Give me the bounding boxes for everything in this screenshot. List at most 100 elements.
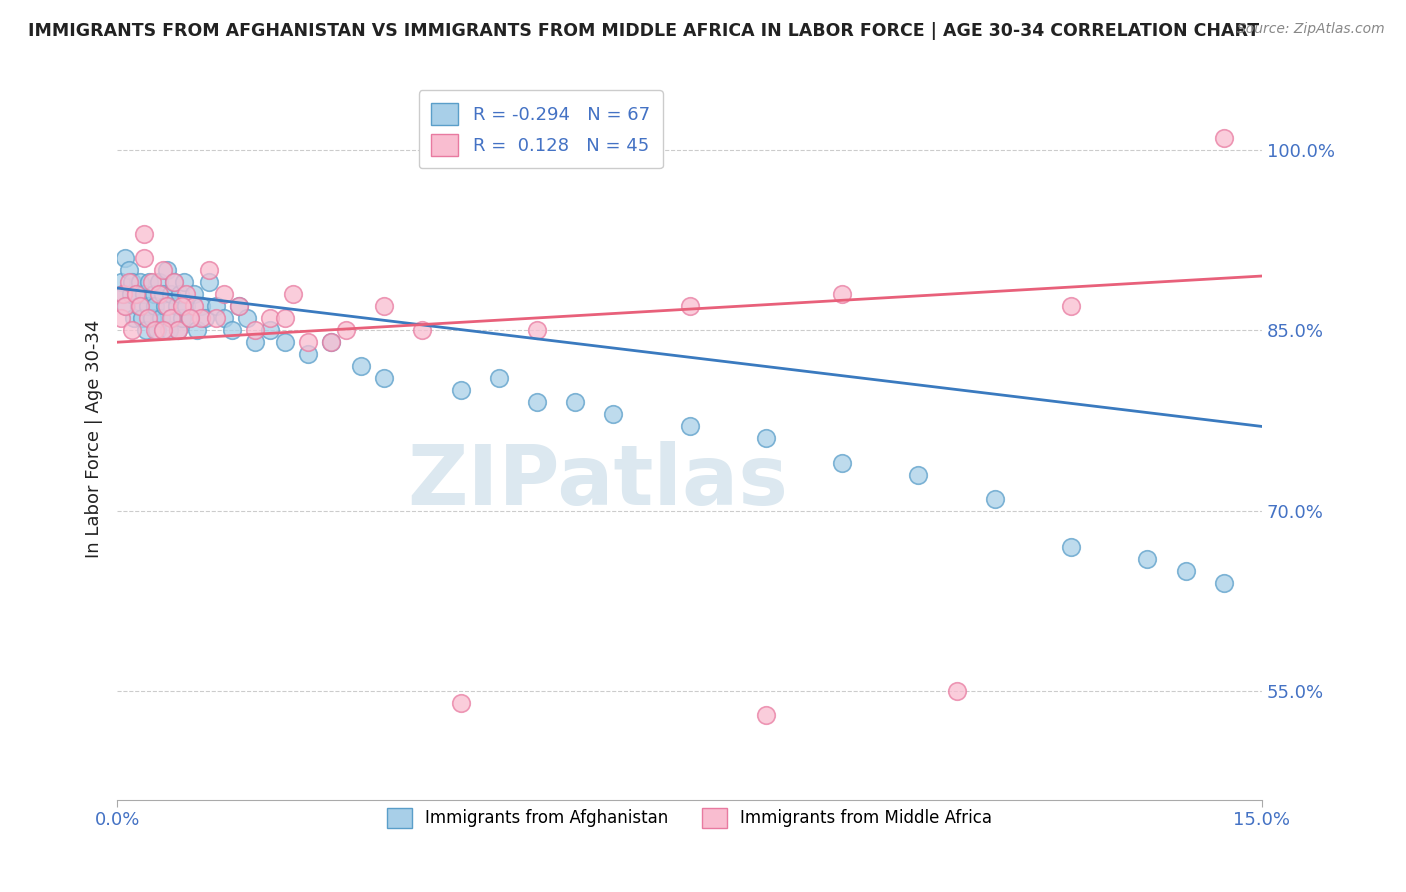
Point xyxy=(411,323,433,337)
Point xyxy=(146,323,169,337)
Point xyxy=(350,359,373,374)
Point xyxy=(138,275,160,289)
Point xyxy=(160,311,183,326)
Point xyxy=(259,311,281,326)
Point xyxy=(907,467,929,482)
Point xyxy=(274,311,297,326)
Point xyxy=(125,287,148,301)
Point xyxy=(141,275,163,289)
Point xyxy=(150,311,173,326)
Point xyxy=(156,263,179,277)
Point xyxy=(236,311,259,326)
Point xyxy=(117,263,139,277)
Point xyxy=(143,299,166,313)
Point xyxy=(136,311,159,326)
Point xyxy=(297,335,319,350)
Point xyxy=(678,419,700,434)
Point xyxy=(602,408,624,422)
Point xyxy=(228,299,250,313)
Point xyxy=(259,323,281,337)
Point xyxy=(335,323,357,337)
Point xyxy=(115,299,138,313)
Point xyxy=(205,311,228,326)
Point xyxy=(831,456,853,470)
Point xyxy=(148,287,170,301)
Text: Source: ZipAtlas.com: Source: ZipAtlas.com xyxy=(1237,22,1385,37)
Point xyxy=(122,311,145,326)
Point xyxy=(167,323,190,337)
Point xyxy=(1060,299,1083,313)
Point xyxy=(373,371,395,385)
Point xyxy=(114,299,136,313)
Point xyxy=(121,323,143,337)
Point xyxy=(205,299,228,313)
Text: IMMIGRANTS FROM AFGHANISTAN VS IMMIGRANTS FROM MIDDLE AFRICA IN LABOR FORCE | AG: IMMIGRANTS FROM AFGHANISTAN VS IMMIGRANT… xyxy=(28,22,1260,40)
Point xyxy=(190,311,212,326)
Point xyxy=(129,275,152,289)
Point xyxy=(526,395,548,409)
Point xyxy=(488,371,510,385)
Point xyxy=(157,323,180,337)
Point xyxy=(142,287,165,301)
Point xyxy=(221,323,243,337)
Point xyxy=(163,275,186,289)
Point xyxy=(526,323,548,337)
Point xyxy=(319,335,342,350)
Point xyxy=(1174,564,1197,578)
Point xyxy=(121,275,143,289)
Point xyxy=(148,275,170,289)
Point xyxy=(297,347,319,361)
Point xyxy=(156,299,179,313)
Point xyxy=(831,287,853,301)
Point xyxy=(136,299,159,313)
Point xyxy=(169,287,191,301)
Point xyxy=(755,432,778,446)
Point xyxy=(166,299,188,313)
Point xyxy=(131,311,153,326)
Point xyxy=(945,684,967,698)
Point xyxy=(141,311,163,326)
Point xyxy=(132,251,155,265)
Point xyxy=(152,263,174,277)
Point xyxy=(274,335,297,350)
Point xyxy=(174,299,197,313)
Point xyxy=(170,299,193,313)
Point xyxy=(243,335,266,350)
Point xyxy=(174,287,197,301)
Point xyxy=(167,323,190,337)
Point xyxy=(152,287,174,301)
Point xyxy=(212,287,235,301)
Point xyxy=(110,275,132,289)
Point xyxy=(120,287,142,301)
Point xyxy=(153,299,176,313)
Point xyxy=(114,251,136,265)
Point xyxy=(678,299,700,313)
Point xyxy=(212,311,235,326)
Point xyxy=(173,275,195,289)
Point xyxy=(163,275,186,289)
Point xyxy=(281,287,304,301)
Point xyxy=(228,299,250,313)
Text: ZIPatlas: ZIPatlas xyxy=(408,442,789,523)
Point xyxy=(186,323,208,337)
Point xyxy=(194,311,217,326)
Point xyxy=(373,299,395,313)
Point xyxy=(110,311,132,326)
Point xyxy=(197,275,219,289)
Point xyxy=(117,275,139,289)
Point xyxy=(243,323,266,337)
Point xyxy=(129,299,152,313)
Point xyxy=(984,491,1007,506)
Point xyxy=(112,287,135,301)
Y-axis label: In Labor Force | Age 30-34: In Labor Force | Age 30-34 xyxy=(86,319,103,558)
Point xyxy=(132,287,155,301)
Point xyxy=(450,384,472,398)
Point xyxy=(183,287,205,301)
Point xyxy=(132,227,155,241)
Point xyxy=(190,299,212,313)
Point xyxy=(128,299,150,313)
Point xyxy=(450,696,472,710)
Legend: Immigrants from Afghanistan, Immigrants from Middle Africa: Immigrants from Afghanistan, Immigrants … xyxy=(380,801,998,835)
Point xyxy=(319,335,342,350)
Point xyxy=(179,311,201,326)
